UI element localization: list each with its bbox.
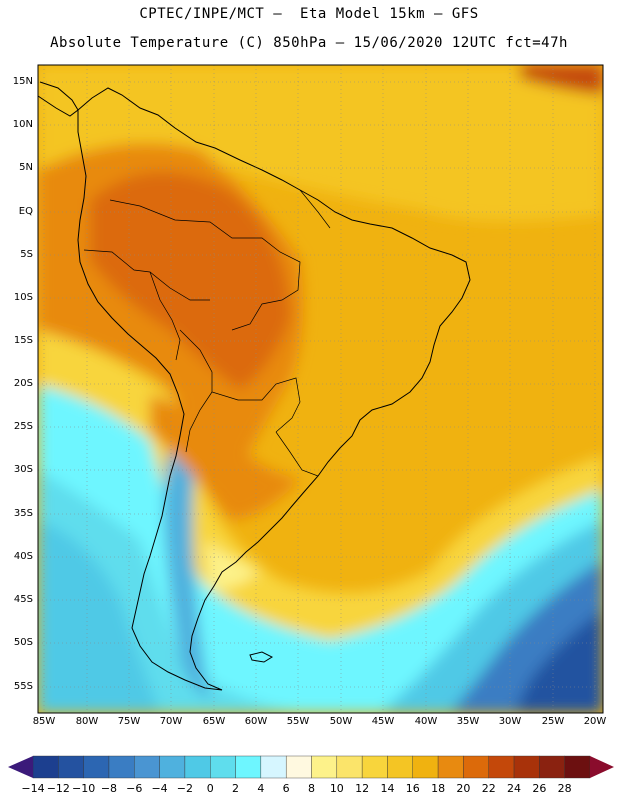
lon-label: 80W [75, 716, 99, 727]
colorbar-tick-label: −12 [46, 782, 70, 795]
colorbar-segment [210, 755, 236, 779]
lon-label: 65W [202, 716, 226, 727]
lon-label: 45W [371, 716, 395, 727]
lon-label: 40W [414, 716, 438, 727]
colorbar-tick-label: −6 [126, 782, 143, 795]
colorbar-segment [412, 755, 439, 779]
lat-label: 5S [20, 249, 33, 260]
colorbar-tick-label: 24 [507, 782, 522, 795]
lon-label: 85W [32, 716, 56, 727]
country-borders [83, 189, 331, 477]
colorbar-segment [387, 755, 413, 779]
colorbar-segment [311, 755, 338, 779]
lon-label: 60W [244, 716, 268, 727]
colorbar-tick-label: 6 [282, 782, 290, 795]
colorbar [8, 755, 614, 779]
lon-label: 35W [456, 716, 480, 727]
colorbar-segment [361, 755, 388, 779]
lon-label: 75W [117, 716, 141, 727]
colorbar-segment [32, 755, 59, 779]
colorbar-tick-label: 22 [481, 782, 496, 795]
colorbar-segment [108, 755, 135, 779]
lat-label: 35S [13, 508, 33, 519]
lat-label: EQ [18, 206, 33, 217]
colorbar-segment [336, 755, 363, 779]
lon-label: 20W [583, 716, 607, 727]
temperature-field [38, 65, 603, 713]
colorbar-segment [437, 755, 464, 779]
colorbar-tick-label: 18 [431, 782, 446, 795]
colorbar-segment [235, 755, 262, 779]
colorbar-high-arrow [590, 756, 614, 778]
colorbar-segment [260, 755, 287, 779]
coastline [37, 81, 471, 691]
colorbar-tick-label: 2 [232, 782, 240, 795]
lat-label: 10N [12, 119, 33, 130]
map-title-model: CPTEC/INPE/MCT – Eta Model 15km – GFS [139, 6, 479, 22]
lat-label: 10S [13, 292, 33, 303]
colorbar-tick-label: 16 [405, 782, 420, 795]
lon-label: 55W [286, 716, 310, 727]
lat-label: 20S [13, 378, 33, 389]
colorbar-tick-label: −4 [151, 782, 168, 795]
falklands-outline [249, 651, 274, 663]
lon-label: 50W [329, 716, 353, 727]
lat-label: 30S [13, 464, 33, 475]
colorbar-tick-label: −14 [21, 782, 45, 795]
lat-label: 45S [13, 594, 33, 605]
colorbar-segment [134, 755, 160, 779]
lon-label: 25W [541, 716, 565, 727]
colorbar-segment [513, 755, 540, 779]
map-title-variable: Absolute Temperature (C) 850hPa – 15/06/… [50, 35, 568, 51]
colorbar-tick-label: −10 [72, 782, 96, 795]
lat-label: 5N [19, 162, 33, 173]
colorbar-segment [488, 755, 515, 779]
lon-label: 70W [159, 716, 183, 727]
colorbar-segment [83, 755, 110, 779]
central-america-outline [37, 81, 79, 117]
colorbar-tick-label: −2 [176, 782, 194, 795]
colorbar-segment [285, 755, 312, 779]
map-frame [37, 64, 604, 714]
colorbar-tick-label: 12 [355, 782, 370, 795]
colorbar-tick-label: 0 [206, 782, 214, 795]
colorbar-segment [463, 755, 489, 779]
lat-label: 15N [12, 76, 33, 87]
colorbar-tick-label: 10 [329, 782, 344, 795]
colorbar-tick-label: 8 [308, 782, 315, 795]
lat-label: 25S [13, 421, 33, 432]
colorbar-tick-label: −8 [100, 782, 118, 795]
colorbar-tick-label: 28 [557, 782, 572, 795]
lat-label: 55S [13, 681, 33, 692]
colorbar-tick-label: 20 [456, 782, 471, 795]
colorbar-low-arrow [8, 756, 33, 778]
lon-label: 30W [498, 716, 522, 727]
colorbar-tick-label: 26 [532, 782, 547, 795]
colorbar-tick-label: 14 [380, 782, 395, 795]
colorbar-segment [564, 755, 591, 779]
lat-label: 15S [13, 335, 33, 346]
colorbar-segment [159, 755, 186, 779]
colorbar-segment [539, 755, 565, 779]
lat-label: 50S [13, 637, 33, 648]
south-america-outline [77, 87, 471, 691]
colorbar-segment [184, 755, 211, 779]
colorbar-segment [58, 755, 84, 779]
lat-label: 40S [13, 551, 33, 562]
colorbar-tick-label: 4 [257, 782, 265, 795]
